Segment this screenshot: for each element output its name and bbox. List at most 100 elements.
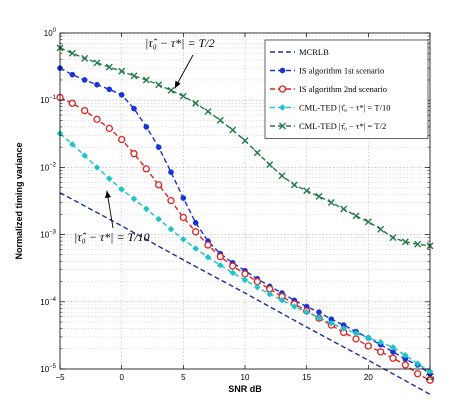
data-point	[216, 261, 224, 269]
data-point	[303, 187, 311, 195]
data-point	[118, 92, 125, 98]
legend-item: IS algorithm 1st scenario	[270, 66, 384, 76]
data-point	[266, 290, 274, 298]
data-point	[352, 329, 360, 337]
data-point	[130, 150, 138, 158]
data-point	[118, 67, 126, 75]
legend-item: CML-TED |τ̂₀ − τ*| = T/10	[270, 103, 391, 113]
legend-label: IS algorithm 1st scenario	[299, 66, 384, 76]
data-point	[241, 276, 249, 284]
annotation-arrow	[174, 54, 194, 89]
data-point	[81, 106, 89, 115]
data-point	[426, 368, 434, 375]
data-point	[81, 152, 89, 159]
data-point	[69, 71, 76, 78]
legend-box	[264, 39, 429, 139]
y-tick-label: 10−4	[40, 297, 56, 307]
series-1	[59, 192, 431, 395]
annotation-label: |τ̂₀ − τ*| = T/2	[145, 36, 215, 50]
data-point	[377, 348, 385, 356]
data-point	[142, 165, 150, 173]
data-point	[81, 77, 88, 83]
legend-item: MCRLB	[270, 47, 329, 57]
data-point	[68, 141, 76, 148]
data-point	[105, 124, 113, 133]
data-point	[340, 325, 348, 332]
data-point	[216, 252, 224, 261]
data-point	[401, 361, 409, 369]
data-point	[278, 172, 286, 180]
x-tick-label: −5	[55, 373, 65, 382]
data-point	[168, 169, 174, 175]
data-point	[352, 335, 360, 343]
data-point	[426, 376, 434, 384]
series-layer	[56, 44, 434, 395]
data-point	[167, 197, 175, 205]
data-point	[179, 213, 187, 222]
data-point	[93, 59, 101, 67]
data-point	[266, 161, 274, 169]
data-point	[279, 122, 286, 130]
data-point	[142, 205, 150, 213]
data-point	[241, 270, 249, 278]
data-point	[290, 303, 298, 310]
data-point	[253, 277, 261, 286]
data-point	[389, 354, 397, 362]
data-point	[131, 105, 137, 112]
data-point	[279, 67, 286, 74]
data-point	[316, 309, 322, 316]
y-tick-label: 100	[44, 28, 57, 38]
data-point	[130, 72, 138, 80]
legend-item: IS algorithm 2nd scenario	[270, 84, 387, 94]
data-point	[167, 225, 175, 233]
y-tick-label: 10−2	[40, 162, 56, 172]
data-point	[192, 99, 200, 107]
legend-label: CML-TED |τ̂₀ − τ*| = T/10	[299, 103, 391, 113]
data-point	[68, 99, 76, 107]
data-point	[229, 262, 237, 270]
data-point	[278, 85, 287, 93]
data-point	[192, 245, 200, 252]
data-point	[241, 137, 249, 145]
x-tick-label: 20	[364, 373, 373, 382]
data-point	[81, 54, 89, 62]
data-point	[167, 86, 175, 94]
y-tick-label: 10−1	[40, 95, 56, 105]
data-point	[414, 370, 422, 378]
data-point	[364, 218, 372, 226]
data-point	[180, 195, 187, 201]
x-tick-label: 25	[426, 373, 435, 382]
legend-item: CML-TED |τ̂₀ − τ*| = T/2	[270, 121, 386, 131]
data-point	[364, 342, 372, 350]
x-axis-title: SNR dB	[228, 384, 262, 394]
data-point	[340, 205, 348, 213]
data-point	[68, 49, 76, 57]
data-point	[118, 135, 126, 144]
data-point	[377, 225, 385, 233]
data-point	[192, 219, 199, 226]
data-point	[229, 126, 237, 134]
data-point	[93, 115, 101, 123]
data-point	[155, 81, 163, 89]
data-point	[377, 338, 385, 346]
data-point	[179, 92, 187, 100]
data-point	[389, 234, 397, 242]
annotation-arrow	[105, 190, 114, 229]
data-point	[303, 308, 311, 316]
annotations: |τ̂₀ − τ*| = T/2 |τ̂₀ − τ*| = T/10	[74, 36, 215, 244]
series-4	[56, 130, 434, 375]
data-point	[204, 241, 212, 249]
data-point	[327, 319, 335, 327]
data-point	[290, 181, 298, 189]
data-point	[142, 76, 150, 84]
x-tick-label: 15	[302, 373, 311, 382]
y-axis-title: Normalized timing variance	[14, 142, 24, 259]
y-tick-label: 10−3	[40, 230, 56, 240]
data-point	[229, 269, 237, 277]
data-point	[352, 212, 360, 220]
data-point	[94, 81, 100, 88]
data-point	[118, 186, 126, 193]
data-point	[364, 334, 372, 342]
legend-label: CML-TED |τ̂₀ − τ*| = T/2	[299, 121, 386, 131]
